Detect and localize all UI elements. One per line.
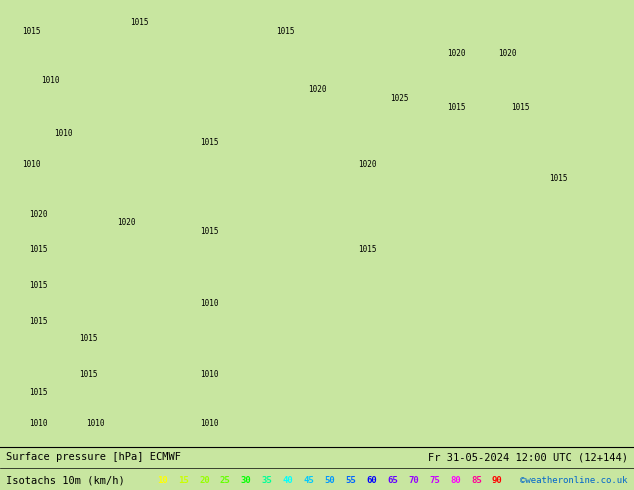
Text: 1010: 1010 [41,76,60,85]
Text: 50: 50 [325,476,335,485]
Text: 1010: 1010 [200,419,219,428]
Text: 1015: 1015 [29,281,48,290]
Text: 20: 20 [199,476,210,485]
Text: 40: 40 [283,476,294,485]
Text: ©weatheronline.co.uk: ©weatheronline.co.uk [520,476,628,485]
Text: 1020: 1020 [498,49,517,58]
Text: 70: 70 [408,476,419,485]
Text: 55: 55 [346,476,356,485]
Text: 1015: 1015 [79,370,98,379]
Text: 1015: 1015 [22,27,41,36]
Text: 1020: 1020 [117,219,136,227]
Text: 85: 85 [471,476,482,485]
Text: 90: 90 [492,476,503,485]
Text: 1010: 1010 [200,370,219,379]
Text: 1015: 1015 [29,245,48,254]
Text: 1015: 1015 [358,245,377,254]
Text: 1015: 1015 [200,227,219,236]
Text: 60: 60 [366,476,377,485]
Text: 1020: 1020 [307,85,327,94]
Text: 1015: 1015 [29,388,48,397]
Text: 1015: 1015 [510,102,529,112]
Text: 1010: 1010 [22,161,41,170]
Text: 1010: 1010 [29,419,48,428]
Text: 1010: 1010 [200,299,219,308]
Text: 1010: 1010 [86,419,105,428]
Text: 75: 75 [429,476,440,485]
Text: 65: 65 [387,476,398,485]
Text: 1015: 1015 [200,138,219,147]
Text: Isotachs 10m (km/h): Isotachs 10m (km/h) [6,475,125,485]
Text: 1015: 1015 [548,174,567,183]
Text: 1020: 1020 [358,161,377,170]
Text: 10: 10 [157,476,168,485]
Text: 1015: 1015 [447,102,466,112]
Text: 45: 45 [304,476,314,485]
Text: 1025: 1025 [390,94,409,102]
Text: 1015: 1015 [29,317,48,325]
Text: 1015: 1015 [130,18,149,27]
Text: Fr 31-05-2024 12:00 UTC (12+144): Fr 31-05-2024 12:00 UTC (12+144) [428,452,628,463]
Text: Surface pressure [hPa] ECMWF: Surface pressure [hPa] ECMWF [6,452,181,463]
Text: 1020: 1020 [447,49,466,58]
Text: 1015: 1015 [276,27,295,36]
Text: 1020: 1020 [29,210,48,219]
Text: 25: 25 [220,476,231,485]
Text: 1015: 1015 [79,334,98,343]
Text: 35: 35 [262,476,273,485]
Text: 80: 80 [450,476,461,485]
Text: 15: 15 [178,476,189,485]
Text: 1010: 1010 [54,129,73,138]
Text: 30: 30 [241,476,252,485]
